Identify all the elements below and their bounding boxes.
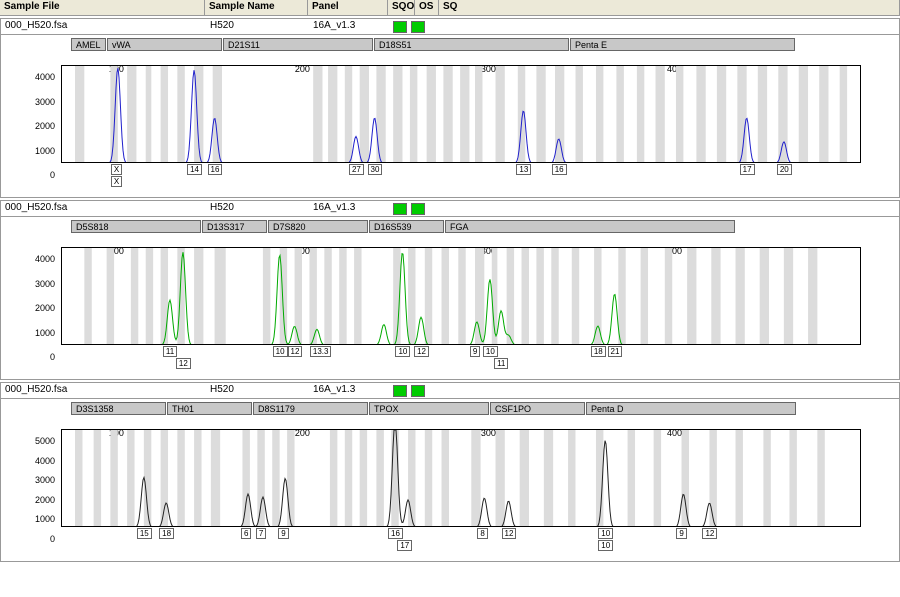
status-indicator-icon <box>411 385 425 397</box>
locus-label: D3S1358 <box>71 402 166 415</box>
status-cells <box>389 201 429 216</box>
allele-call: 10 <box>395 346 410 357</box>
allele-call: 12 <box>502 528 517 539</box>
status-cells <box>389 19 429 34</box>
locus-label: D21S11 <box>223 38 373 51</box>
sample-file: 000_H520.fsa <box>1 383 206 398</box>
table-header: Sample File Sample Name Panel SQO OS SQ <box>0 0 900 16</box>
allele-call: 12 <box>288 346 303 357</box>
locus-label: D8S1179 <box>253 402 368 415</box>
allele-call: 10 <box>483 346 498 357</box>
locus-label: D5S818 <box>71 220 201 233</box>
allele-call: 17 <box>740 164 755 175</box>
status-indicator-icon <box>393 203 407 215</box>
panel-name: 16A_v1.3 <box>309 19 389 34</box>
allele-call: 18 <box>159 528 174 539</box>
allele-call: X <box>111 164 122 175</box>
panel-info-row: 000_H520.fsa H520 16A_v1.3 <box>1 383 899 399</box>
locus-label: D18S51 <box>374 38 569 51</box>
locus-row: D3S1358TH01D8S1179TPOXCSF1POPenta D <box>1 399 899 417</box>
locus-label: CSF1PO <box>490 402 585 415</box>
col-sqo: SQO <box>388 0 415 15</box>
allele-call: 16 <box>552 164 567 175</box>
status-indicator-icon <box>411 203 425 215</box>
allele-call: 10 <box>598 540 613 551</box>
allele-call: X <box>111 176 122 187</box>
y-axis: 01000200030004000 <box>1 247 57 357</box>
col-sample-file: Sample File <box>0 0 205 15</box>
allele-call: 8 <box>477 528 487 539</box>
locus-label: Penta D <box>586 402 796 415</box>
chart-area: 01000200030004000 100200300400 XX1416273… <box>1 65 899 197</box>
locus-row: AMELvWAD21S11D18S51Penta E <box>1 35 899 53</box>
electropherogram-panel: 000_H520.fsa H520 16A_v1.3 AMELvWAD21S11… <box>0 18 900 198</box>
status-cells <box>389 383 429 398</box>
allele-call: 20 <box>777 164 792 175</box>
locus-label: TPOX <box>369 402 489 415</box>
status-indicator-icon <box>411 21 425 33</box>
allele-call: 7 <box>256 528 266 539</box>
allele-call: 13.3 <box>310 346 332 357</box>
allele-call: 11 <box>494 358 508 369</box>
allele-call: 6 <box>241 528 251 539</box>
sample-name: H520 <box>206 201 309 216</box>
allele-row: 1112101213.31012910111821 <box>61 345 861 367</box>
allele-call: 16 <box>388 528 403 539</box>
col-sample-name: Sample Name <box>205 0 308 15</box>
panel-info-row: 000_H520.fsa H520 16A_v1.3 <box>1 19 899 35</box>
allele-call: 11 <box>163 346 177 357</box>
locus-label: vWA <box>107 38 222 51</box>
col-panel: Panel <box>308 0 388 15</box>
panel-name: 16A_v1.3 <box>309 201 389 216</box>
allele-call: 17 <box>397 540 412 551</box>
col-sq: SQ <box>439 0 900 15</box>
y-axis: 01000200030004000 <box>1 65 57 175</box>
allele-call: 27 <box>349 164 364 175</box>
allele-call: 9 <box>278 528 288 539</box>
allele-call: 15 <box>137 528 152 539</box>
allele-call: 9 <box>470 346 480 357</box>
allele-call: 10 <box>273 346 288 357</box>
locus-label: FGA <box>445 220 735 233</box>
panel-info-row: 000_H520.fsa H520 16A_v1.3 <box>1 201 899 217</box>
locus-label: Penta E <box>570 38 795 51</box>
allele-call: 12 <box>414 346 429 357</box>
locus-label: TH01 <box>167 402 252 415</box>
allele-call: 12 <box>176 358 191 369</box>
sample-name: H520 <box>206 19 309 34</box>
sample-name: H520 <box>206 383 309 398</box>
electropherogram-panel: 000_H520.fsa H520 16A_v1.3 D3S1358TH01D8… <box>0 382 900 562</box>
allele-call: 14 <box>187 164 202 175</box>
allele-call: 9 <box>676 528 686 539</box>
locus-label: D16S539 <box>369 220 444 233</box>
sample-file: 000_H520.fsa <box>1 19 206 34</box>
col-os: OS <box>415 0 439 15</box>
plot <box>61 65 861 163</box>
allele-call: 10 <box>598 528 613 539</box>
sample-file: 000_H520.fsa <box>1 201 206 216</box>
locus-label: D13S317 <box>202 220 267 233</box>
locus-label: AMEL <box>71 38 106 51</box>
status-indicator-icon <box>393 21 407 33</box>
allele-call: 21 <box>608 346 623 357</box>
chart-area: 01000200030004000 100200300400 111210121… <box>1 247 899 379</box>
panel-name: 16A_v1.3 <box>309 383 389 398</box>
allele-row: XX 14 16 27 30 13 16 17 20 <box>61 163 861 185</box>
allele-call: 16 <box>208 164 223 175</box>
chart-area: 010002000300040005000 100200300400 15186… <box>1 429 899 561</box>
locus-row: D5S818D13S317D7S820D16S539FGA <box>1 217 899 235</box>
plot <box>61 429 861 527</box>
allele-call: 12 <box>702 528 717 539</box>
allele-call: 30 <box>368 164 383 175</box>
electropherogram-panel: 000_H520.fsa H520 16A_v1.3 D5S818D13S317… <box>0 200 900 380</box>
allele-row: 15 18 67 9 1617 8 12 1010 9 12 <box>61 527 861 549</box>
locus-label: D7S820 <box>268 220 368 233</box>
allele-call: 18 <box>591 346 606 357</box>
y-axis: 010002000300040005000 <box>1 429 57 539</box>
status-indicator-icon <box>393 385 407 397</box>
plot <box>61 247 861 345</box>
allele-call: 13 <box>516 164 531 175</box>
